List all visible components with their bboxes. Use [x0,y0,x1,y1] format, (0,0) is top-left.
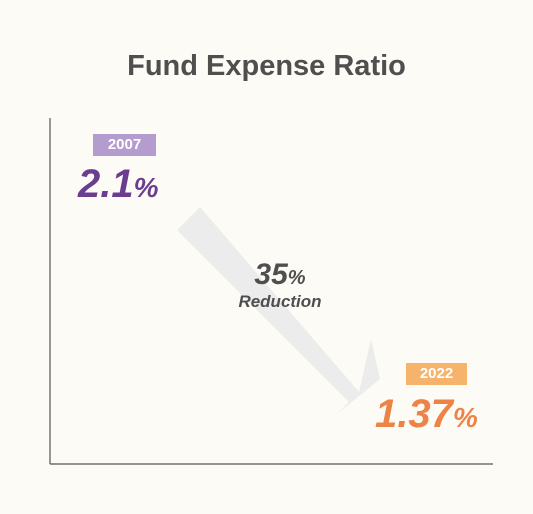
start-year-badge: 2007 [93,134,156,156]
reduction-number: 35 [254,258,288,291]
end-value-label: 1.37% [375,394,478,434]
start-value-unit: % [133,172,159,203]
reduction-label: Reduction [238,292,322,311]
end-value-unit: % [452,402,478,433]
start-value-label: 2.1% [78,164,159,204]
reduction-unit: % [287,267,306,289]
start-value-number: 2.1 [78,162,134,206]
reduction-arrow [177,207,380,414]
end-value-number: 1.37 [375,392,453,436]
reduction-value: 35% [225,260,335,290]
end-year-badge: 2022 [406,363,467,385]
chart-title: Fund Expense Ratio [127,50,406,82]
reduction-callout: 35% Reduction [225,260,335,312]
